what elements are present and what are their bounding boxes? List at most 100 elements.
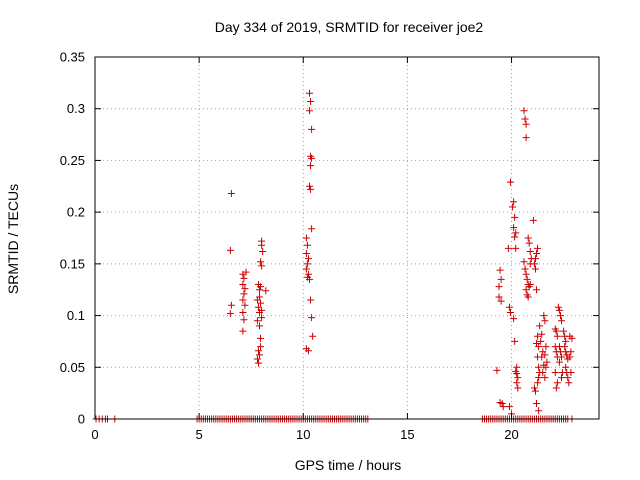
data-point (543, 358, 551, 366)
data-point (524, 293, 532, 301)
data-point (513, 379, 521, 387)
data-point (307, 162, 315, 170)
data-point (522, 134, 530, 142)
data-point (309, 332, 317, 340)
data-point (531, 255, 539, 263)
data-point (495, 293, 503, 301)
data-point (226, 310, 234, 318)
data-point (536, 322, 544, 330)
data-point (253, 355, 261, 363)
data-point (307, 185, 315, 193)
data-point (521, 115, 529, 123)
data-point (240, 290, 248, 298)
y-tick-label: 0.05 (60, 360, 85, 375)
y-tick-label: 0.3 (67, 101, 85, 116)
data-point (555, 306, 563, 314)
y-tick-label: 0 (78, 412, 85, 427)
data-point (535, 343, 543, 351)
data-point (256, 293, 264, 301)
data-point (541, 374, 549, 382)
data-point (303, 241, 311, 249)
data-point (525, 239, 533, 247)
data-point (258, 306, 266, 314)
data-point (560, 327, 568, 335)
data-point (526, 247, 534, 255)
data-point (510, 315, 518, 323)
data-point (530, 384, 538, 392)
data-point (241, 285, 249, 293)
data-point (504, 244, 512, 252)
data-point (562, 363, 570, 371)
data-point (540, 312, 548, 320)
data-point (227, 190, 235, 198)
data-point (525, 283, 533, 291)
data-point (521, 265, 529, 273)
axes: 0 5 10 15 20 0 0.05 0.1 0.15 0.2 0.25 0.3 0.35 (60, 50, 599, 442)
data-point (493, 366, 501, 374)
data-point (558, 317, 566, 325)
data-point (561, 343, 569, 351)
data-point (306, 275, 314, 283)
x-axis-label: GPS time / hours (295, 457, 402, 473)
data-point (257, 343, 265, 351)
data-point (512, 229, 520, 237)
data-point (506, 178, 514, 186)
data-point (565, 379, 573, 387)
data-point (242, 268, 250, 276)
data-point (531, 387, 539, 395)
data-point (257, 283, 265, 291)
x-tick-label: 10 (296, 427, 310, 442)
data-point (303, 260, 311, 268)
data-point (308, 314, 316, 322)
data-point (302, 234, 310, 242)
data-point (538, 330, 546, 338)
data-point (554, 303, 562, 311)
data-point (553, 332, 561, 340)
data-point (308, 125, 316, 133)
y-tick-label: 0.15 (60, 256, 85, 271)
data-point (568, 334, 576, 342)
data-point (254, 303, 262, 311)
data-point (510, 198, 518, 206)
data-point (302, 265, 310, 273)
data-point (566, 353, 574, 361)
data-point (226, 246, 234, 254)
data-point (513, 363, 521, 371)
data-point (257, 299, 265, 307)
data-point (498, 399, 506, 407)
data-point (306, 182, 314, 190)
data-point (511, 213, 519, 221)
data-point (308, 225, 316, 233)
data-point (558, 353, 566, 361)
data-point (254, 359, 262, 367)
data-point (511, 337, 519, 345)
data-point (306, 89, 314, 97)
data-point (533, 399, 541, 407)
data-point (552, 384, 560, 392)
data-point (258, 314, 266, 322)
data-point (535, 407, 543, 415)
data-point (534, 332, 542, 340)
data-point (553, 379, 561, 387)
data-point (304, 347, 312, 355)
data-point (510, 224, 518, 232)
data-point (227, 301, 235, 309)
data-point (256, 351, 264, 359)
data-point (304, 255, 312, 263)
data-point (239, 296, 247, 304)
data-point (524, 234, 532, 242)
data-point (258, 241, 266, 249)
data-point (556, 312, 564, 320)
data-point (534, 244, 542, 252)
data-point (520, 107, 528, 115)
data-point (567, 368, 575, 376)
data-point (511, 233, 519, 241)
data-point (499, 403, 507, 411)
data-point (505, 303, 513, 311)
data-point (308, 154, 316, 162)
data-point (495, 283, 503, 291)
data-point (552, 327, 560, 335)
x-tick-label: 20 (504, 427, 518, 442)
data-point (537, 337, 545, 345)
